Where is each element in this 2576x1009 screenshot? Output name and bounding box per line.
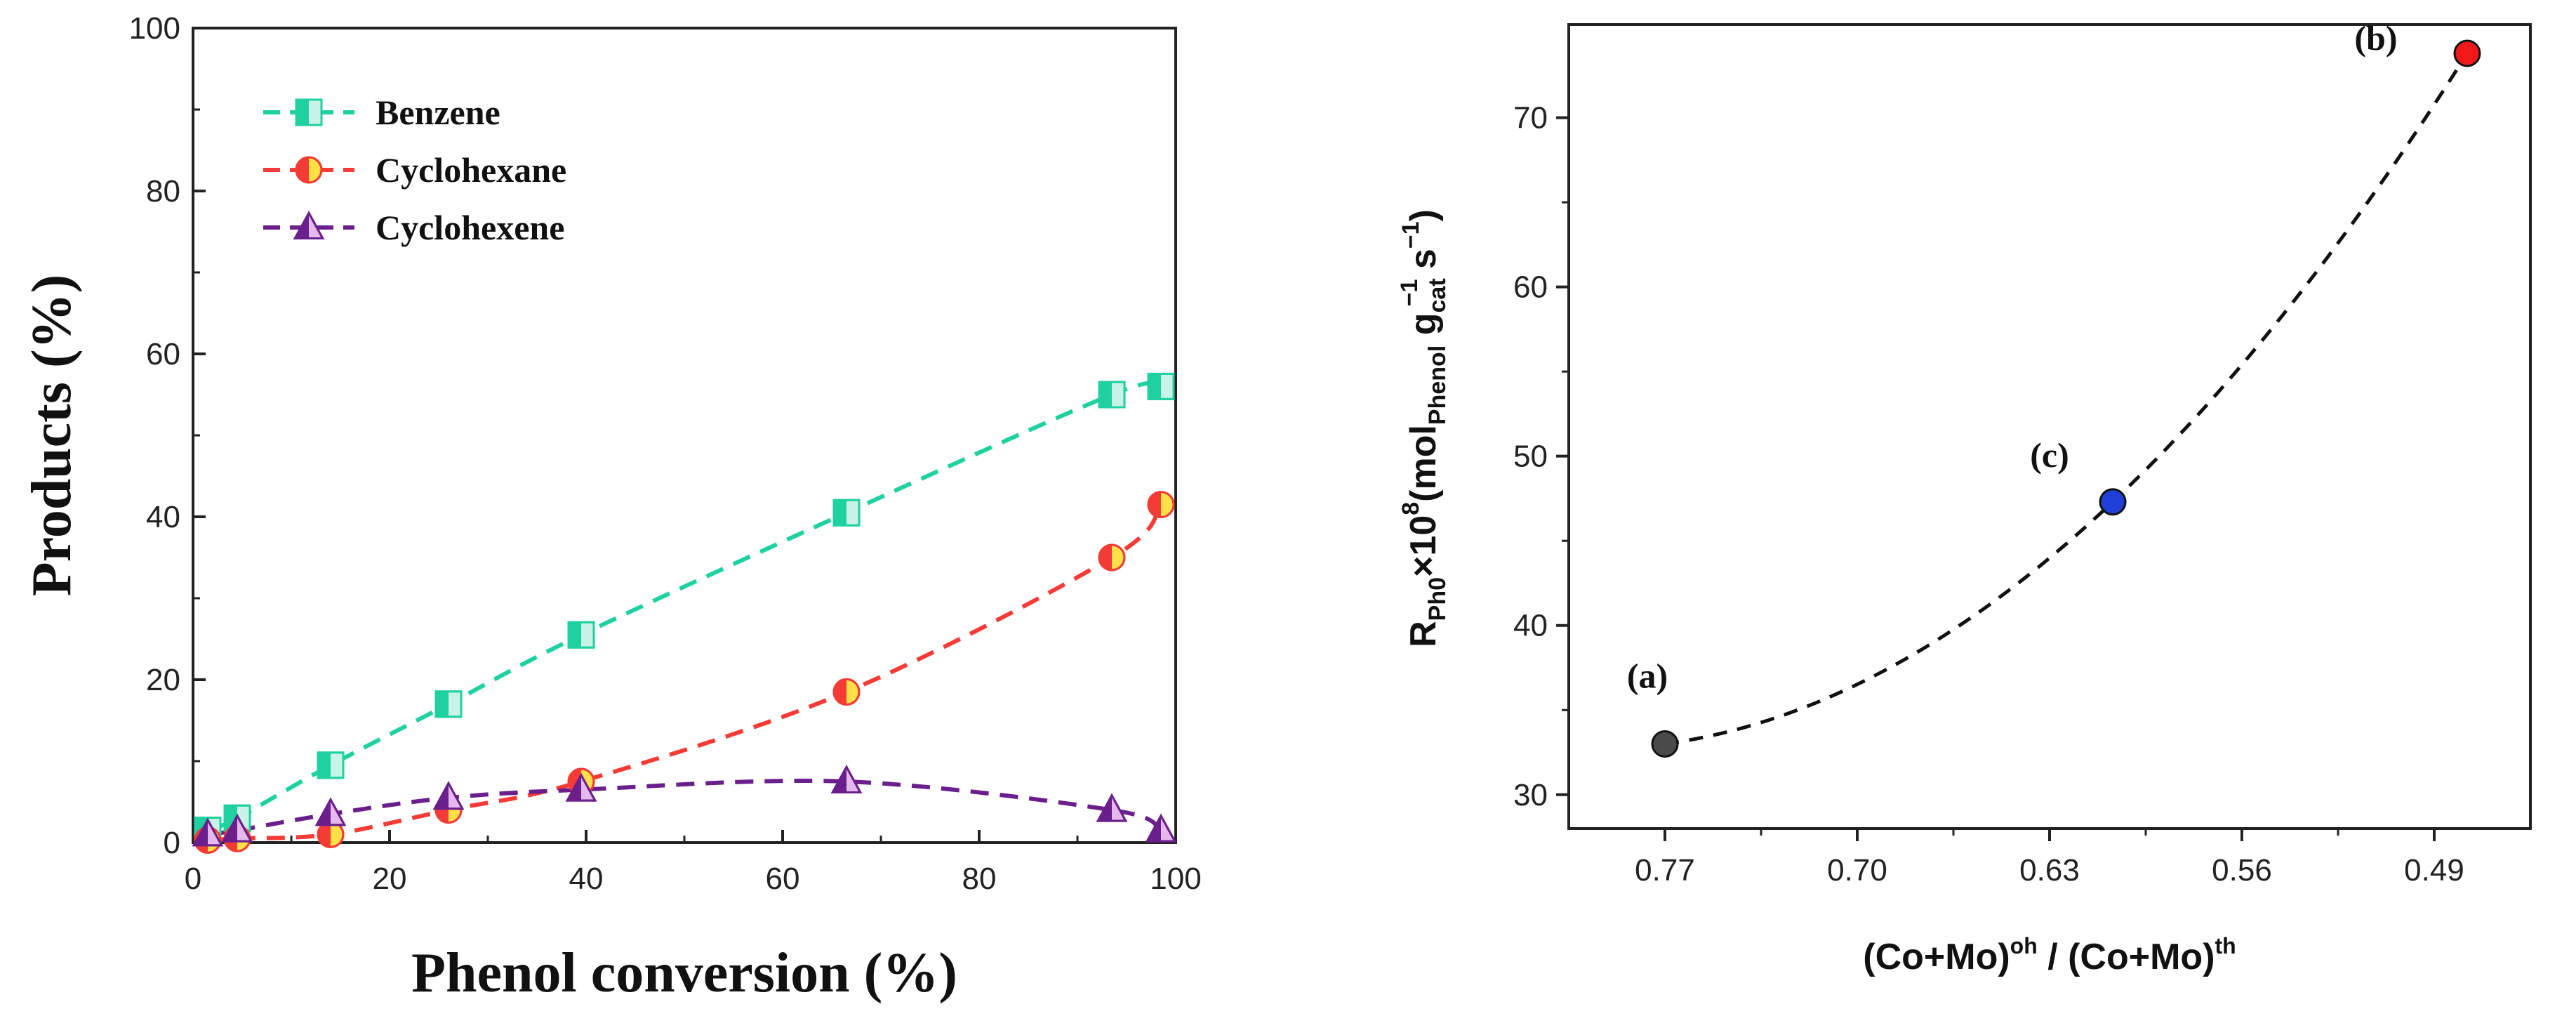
left-point-benzene [434, 690, 463, 718]
left-point-cyclohexene [314, 797, 347, 826]
right-point-label: (a) [1627, 656, 1668, 695]
right-x-axis-title: (Co+Mo)oh / (Co+Mo)th [1863, 933, 2236, 977]
left-point-benzene [567, 621, 595, 649]
left-x-tick-label: 100 [1150, 862, 1201, 896]
legend-item-cyclohexene: Cyclohexene [263, 208, 564, 247]
right-x-tick-label: 0.63 [2019, 853, 2080, 888]
right-plot-frame [1567, 23, 2532, 830]
left-x-tick-label: 60 [766, 862, 800, 896]
legend-label: Benzene [376, 93, 500, 132]
left-point-benzene [832, 499, 861, 527]
left-point-benzene [317, 751, 345, 779]
right-y-tick-label: 60 [1513, 270, 1548, 305]
left-y-tick-label: 100 [129, 11, 180, 46]
right-chart: 0.77 0.70 0.63 0.56 0.49 30 40 50 60 70 (a) (c) (b)… [1396, 18, 2532, 977]
legend-label: Cyclohexane [376, 150, 566, 190]
legend-marker-benzene [295, 98, 323, 126]
right-x-tick-label: 0.77 [1635, 853, 1695, 888]
left-point-cyclohexene [830, 765, 863, 794]
left-x-tick-label: 0 [185, 862, 201, 896]
right-ticks: 0.77 0.70 0.63 0.56 0.49 30 40 50 60 70 [1513, 101, 2464, 888]
right-x-tick-label: 0.49 [2404, 853, 2464, 888]
left-point-cyclohexene [192, 817, 224, 847]
left-legend: Benzene Cyclohexane Cyclohexene [263, 93, 566, 247]
left-series-lines [206, 381, 1163, 843]
left-point-cyclohexene [432, 781, 465, 810]
left-point-cyclohexane [1147, 491, 1175, 519]
legend-marker-cyclohexene [293, 211, 325, 240]
right-y-tick-label: 30 [1513, 778, 1548, 812]
left-series-markers [192, 372, 1177, 855]
left-series-line-benzene [206, 381, 1162, 833]
left-y-tick-label: 60 [146, 337, 180, 371]
right-point-b [2453, 39, 2481, 67]
left-x-tick-label: 20 [373, 862, 407, 896]
right-fit-curve [1664, 52, 2469, 746]
left-point-cyclohexene [1096, 793, 1128, 822]
left-plot-frame [192, 27, 1177, 844]
left-y-tick-label: 80 [146, 174, 180, 209]
left-y-tick-label: 40 [146, 500, 180, 534]
legend-marker-cyclohexane [295, 156, 323, 184]
left-point-cyclohexane [832, 678, 861, 706]
left-ticks: 0 20 40 60 80 100 0 20 40 60 80 100 [129, 11, 1202, 896]
right-x-tick-label: 0.70 [1827, 853, 1887, 888]
right-x-tick-label: 0.56 [2212, 853, 2272, 888]
right-point-a [1651, 730, 1679, 758]
right-y-tick-label: 50 [1513, 440, 1548, 474]
left-y-axis-title: Products (%) [21, 275, 83, 596]
right-points: (a) (c) (b) [1627, 18, 2481, 758]
legend-label: Cyclohexene [376, 208, 564, 247]
left-point-cyclohexene [565, 772, 597, 802]
left-x-tick-label: 40 [569, 862, 604, 896]
left-series-line-cyclohexene [207, 778, 1162, 837]
left-x-axis-title: Phenol conversion (%) [411, 942, 957, 1004]
left-point-cyclohexene [1145, 813, 1177, 843]
left-y-tick-label: 0 [164, 826, 180, 860]
left-point-benzene [1098, 381, 1126, 409]
left-y-tick-label: 20 [146, 663, 180, 697]
right-y-axis-title: RPh0×108(molPhenol gcat−1 s−1) [1396, 209, 1451, 647]
left-x-tick-label: 80 [962, 862, 997, 896]
right-point-label: (b) [2354, 18, 2397, 58]
left-point-cyclohexane [1098, 543, 1126, 572]
right-y-tick-label: 40 [1513, 609, 1548, 643]
right-point-label: (c) [2030, 435, 2069, 475]
right-y-tick-label: 70 [1513, 101, 1548, 136]
left-point-benzene [1147, 372, 1175, 400]
left-chart: 0 20 40 60 80 100 0 20 40 60 80 100 Benzene Cyclohex… [21, 11, 1202, 1004]
legend-item-benzene: Benzene [263, 93, 500, 132]
left-series-line-cyclohexane [207, 503, 1163, 843]
right-point-c [2099, 488, 2127, 516]
left-point-cyclohexene [221, 813, 253, 843]
legend-item-cyclohexane: Cyclohexane [263, 150, 566, 190]
